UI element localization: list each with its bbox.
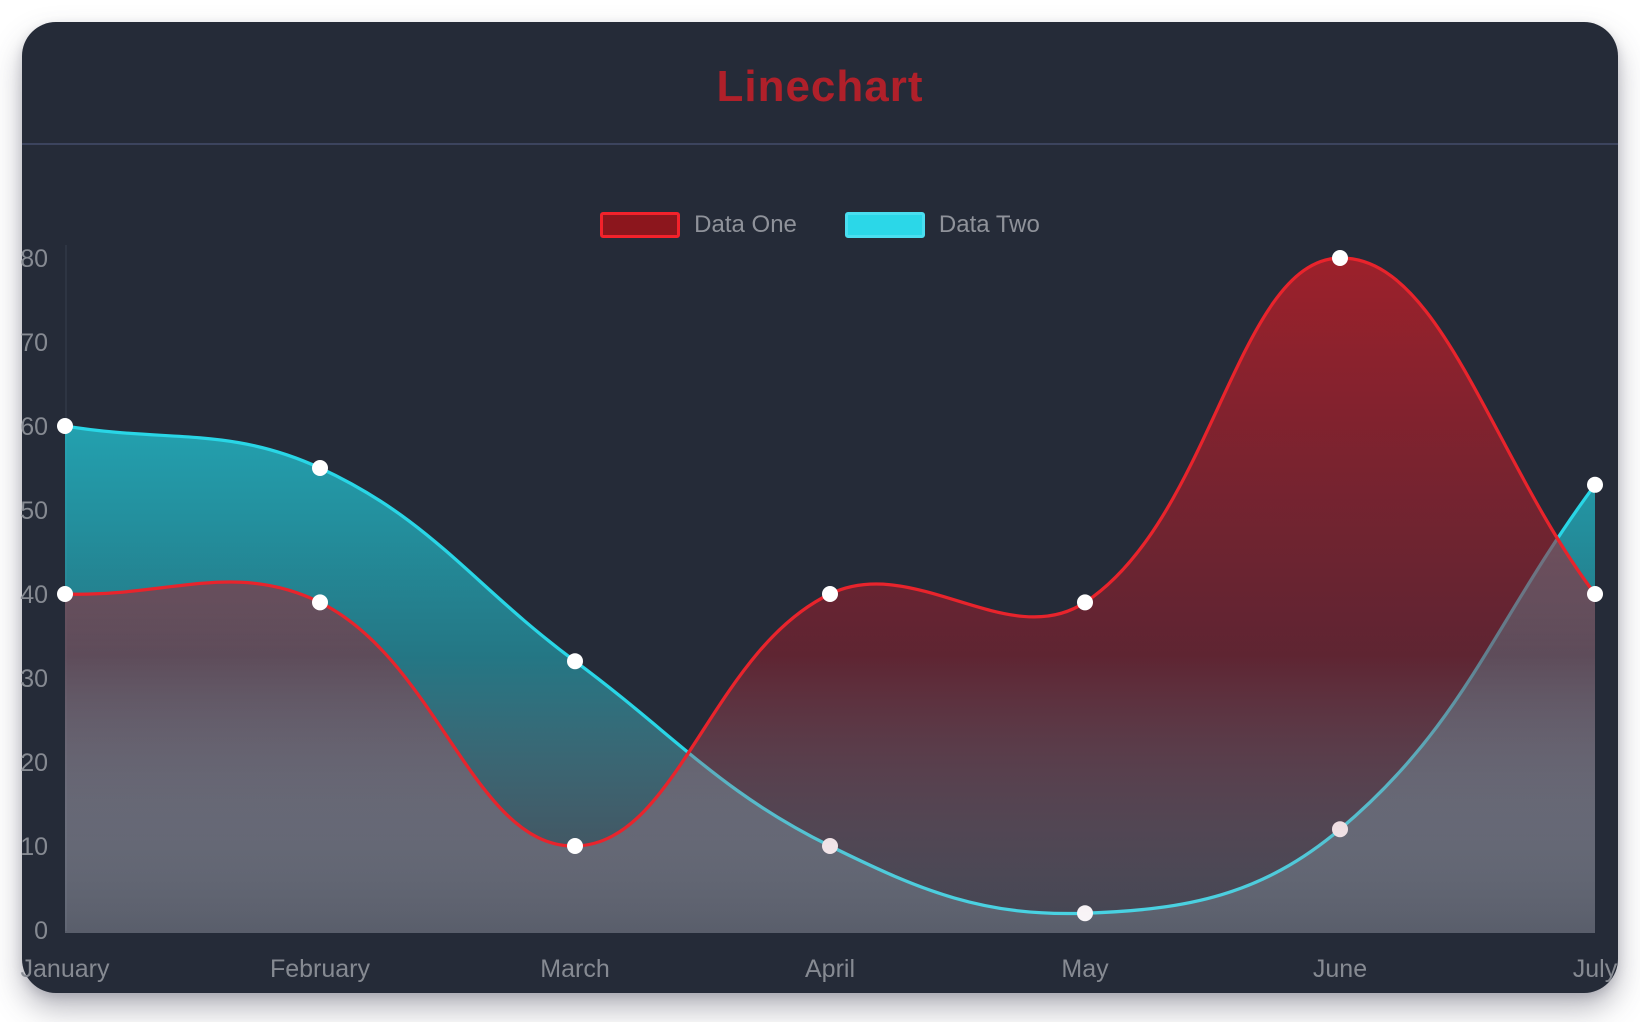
- y-tick-label-0: 0: [34, 917, 48, 945]
- y-tick-label-10: 10: [20, 833, 48, 861]
- data-one-line: [63, 256, 1597, 848]
- point-data-one-may[interactable]: [1077, 594, 1093, 611]
- point-data-two-july[interactable]: [1587, 476, 1603, 493]
- y-tick-label-80: 80: [20, 245, 48, 273]
- x-tick-label-february: February: [270, 955, 371, 983]
- point-data-one-february[interactable]: [312, 594, 328, 611]
- y-tick-label-50: 50: [20, 497, 48, 525]
- legend-item-data-one[interactable]: Data One: [600, 211, 797, 239]
- point-data-one-january[interactable]: [57, 586, 73, 602]
- point-data-two-march[interactable]: [567, 653, 583, 670]
- legend-swatch-data-two: [844, 212, 925, 238]
- point-data-one-april[interactable]: [822, 586, 838, 602]
- chart-legend: Data One Data Two: [22, 211, 1618, 239]
- y-tick-label-40: 40: [20, 581, 48, 609]
- x-tick-label-april: April: [805, 955, 855, 983]
- point-data-one-july[interactable]: [1587, 586, 1603, 602]
- x-tick-label-march: March: [540, 955, 609, 983]
- x-tick-label-june: June: [1313, 955, 1367, 983]
- x-tick-label-july: July: [1573, 955, 1618, 983]
- x-tick-label-january: January: [21, 955, 110, 983]
- chart-title: Linechart: [716, 62, 924, 111]
- y-tick-label-20: 20: [20, 749, 48, 777]
- point-data-one-march[interactable]: [567, 838, 583, 854]
- legend-item-data-two[interactable]: Data Two: [844, 211, 1040, 239]
- point-data-two-january[interactable]: [57, 418, 73, 434]
- legend-label-data-two: Data Two: [938, 211, 1040, 238]
- x-tick-label-may: May: [1061, 955, 1109, 983]
- y-tick-label-60: 60: [20, 413, 48, 441]
- title-divider: [22, 143, 1618, 145]
- legend-label-data-one: Data One: [694, 211, 797, 238]
- y-tick-label-30: 30: [20, 665, 48, 693]
- point-data-two-february[interactable]: [312, 460, 328, 476]
- point-data-one-june[interactable]: [1332, 250, 1348, 266]
- y-tick-label-70: 70: [20, 329, 48, 357]
- legend-swatch-data-one: [600, 212, 681, 238]
